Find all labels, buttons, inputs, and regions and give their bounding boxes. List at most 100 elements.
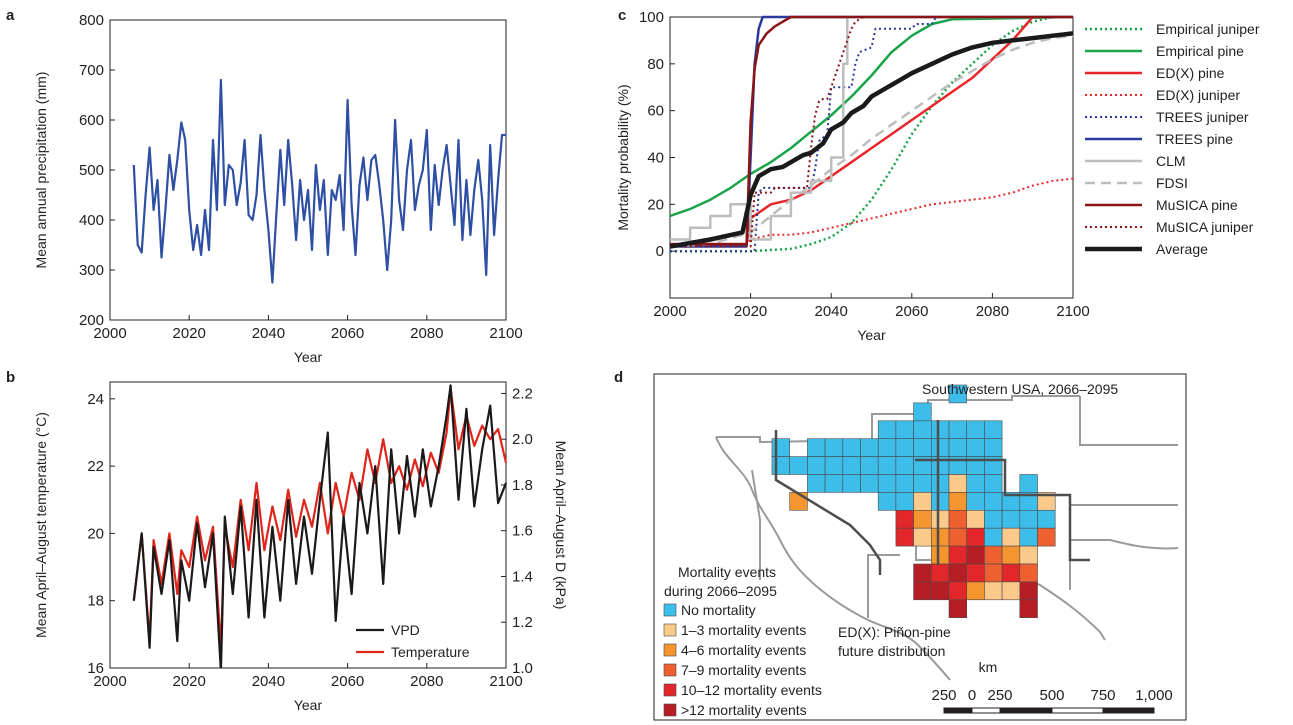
map-cell [771, 438, 791, 457]
x-axis-label: Year [294, 697, 323, 713]
map-cell [948, 527, 968, 547]
scale-seg-5 [1102, 707, 1155, 714]
series-line-b-temperature [132, 387, 507, 649]
map-cell [1001, 581, 1021, 601]
legend-label: VPD [391, 622, 420, 638]
series-line-c-clm [670, 15, 1073, 241]
series-line-c-musica-juniper [670, 16, 1073, 248]
y-tick-label: 600 [79, 112, 104, 129]
y2-tick-label: 1.8 [512, 477, 533, 494]
map-cell [966, 581, 985, 601]
map-title: Southwestern USA, 2066–2095 [922, 381, 1118, 397]
map-cell [895, 474, 914, 493]
scale-label: 750 [1090, 687, 1115, 704]
map-cell [930, 474, 950, 493]
map-cell [913, 420, 932, 439]
y2-tick-label: 2.0 [512, 431, 533, 448]
y-tick-label: 24 [87, 391, 104, 408]
map-cell [824, 474, 844, 493]
x-tick-label: 2040 [252, 325, 285, 342]
y-tick-label: 500 [79, 162, 104, 179]
y-tick-label: 700 [79, 62, 104, 79]
scale-seg-2 [971, 707, 1001, 714]
x-tick-label: 2020 [173, 673, 206, 690]
panel-a-chart: 2000 2020 2040 2060 2080 2100 200 300 400 500 600 7… [33, 12, 523, 365]
map-cell [913, 581, 932, 601]
map-grid [771, 384, 1056, 618]
y-tick-label: 800 [79, 12, 104, 29]
panel-letter-b: b [6, 369, 15, 386]
legend-label: MuSICA pine [1156, 197, 1238, 213]
plot-frame-c [669, 16, 1074, 299]
series-line-a-0 [132, 78, 506, 284]
y2-tick-label: 2.2 [512, 385, 533, 402]
map-cell [913, 563, 932, 583]
map-cell [984, 509, 1003, 529]
map-legend-label: No mortality [681, 602, 756, 618]
map-cell [948, 563, 968, 583]
map-cell [930, 438, 950, 457]
map-cell [966, 509, 985, 529]
map-cell [948, 509, 968, 529]
x-tick-label: 2060 [331, 325, 364, 342]
y-tick-label: 22 [87, 458, 104, 475]
map-cell [984, 420, 1003, 439]
map-cell [948, 384, 968, 404]
y-axis-label: Mean April–August temperature (°C) [33, 412, 49, 638]
legend-label: FDSI [1156, 175, 1188, 191]
map-cell [807, 456, 826, 475]
y-tick-label: 100 [639, 9, 664, 26]
y-tick-label: 80 [647, 56, 664, 73]
legend-label: Empirical pine [1156, 43, 1244, 59]
map-legend-title-line2: during 2066–2095 [664, 583, 777, 599]
map-distribution-outline [774, 420, 1090, 575]
map-cell [807, 438, 826, 457]
map-legend-label: 7–9 mortality events [681, 662, 806, 678]
map-cell [984, 527, 1003, 547]
y-axis-label: Mean annual precipitation (mm) [33, 72, 49, 269]
map-cell [1037, 527, 1056, 547]
legend-label: Empirical juniper [1156, 21, 1260, 37]
legend-label: ED(X) juniper [1156, 87, 1240, 103]
map-cell [842, 438, 861, 457]
panel-letter-c: c [618, 7, 626, 24]
x-tick-label: 2000 [93, 673, 126, 690]
map-cell [842, 474, 861, 493]
map-frame [653, 373, 1187, 721]
map-cell [1001, 545, 1021, 565]
map-legend-swatch [663, 703, 677, 717]
map-cell [860, 438, 879, 457]
map-legend-swatch [663, 643, 677, 657]
map-cell [948, 474, 968, 493]
map-cell [966, 438, 985, 457]
map-cell [1019, 527, 1038, 547]
x-axis-label: Year [857, 327, 886, 343]
y2-tick-label: 1.2 [512, 614, 533, 631]
map-cell [930, 545, 950, 565]
map-cell [984, 581, 1003, 601]
map-cell [895, 456, 914, 475]
y2-axis-label: Mean April–August D (kPa) [553, 441, 569, 610]
map-cell [877, 420, 897, 439]
map-cell [930, 527, 950, 547]
y-tick-label: 18 [87, 593, 104, 610]
map-cell [948, 581, 968, 601]
map-annotation-line1: ED(X): Piñon-pine [838, 624, 951, 640]
map-cell [984, 492, 1003, 511]
series-line-c-average [670, 31, 1074, 249]
map-cell [1019, 563, 1038, 583]
map-cell [984, 438, 1003, 457]
map-cell [771, 456, 791, 475]
map-cell [966, 420, 985, 439]
y-axis-label: Mortality probability (%) [615, 84, 631, 230]
x-tick-label: 2020 [173, 325, 206, 342]
map-cell [966, 563, 985, 583]
map-cell [913, 492, 932, 511]
x-tick-label: 2100 [489, 325, 522, 342]
map-cell [913, 474, 932, 493]
map-cell [948, 599, 968, 618]
map-cell [913, 402, 932, 422]
x-tick-label: 2060 [895, 303, 928, 320]
series-line-b-vpd [132, 384, 507, 668]
